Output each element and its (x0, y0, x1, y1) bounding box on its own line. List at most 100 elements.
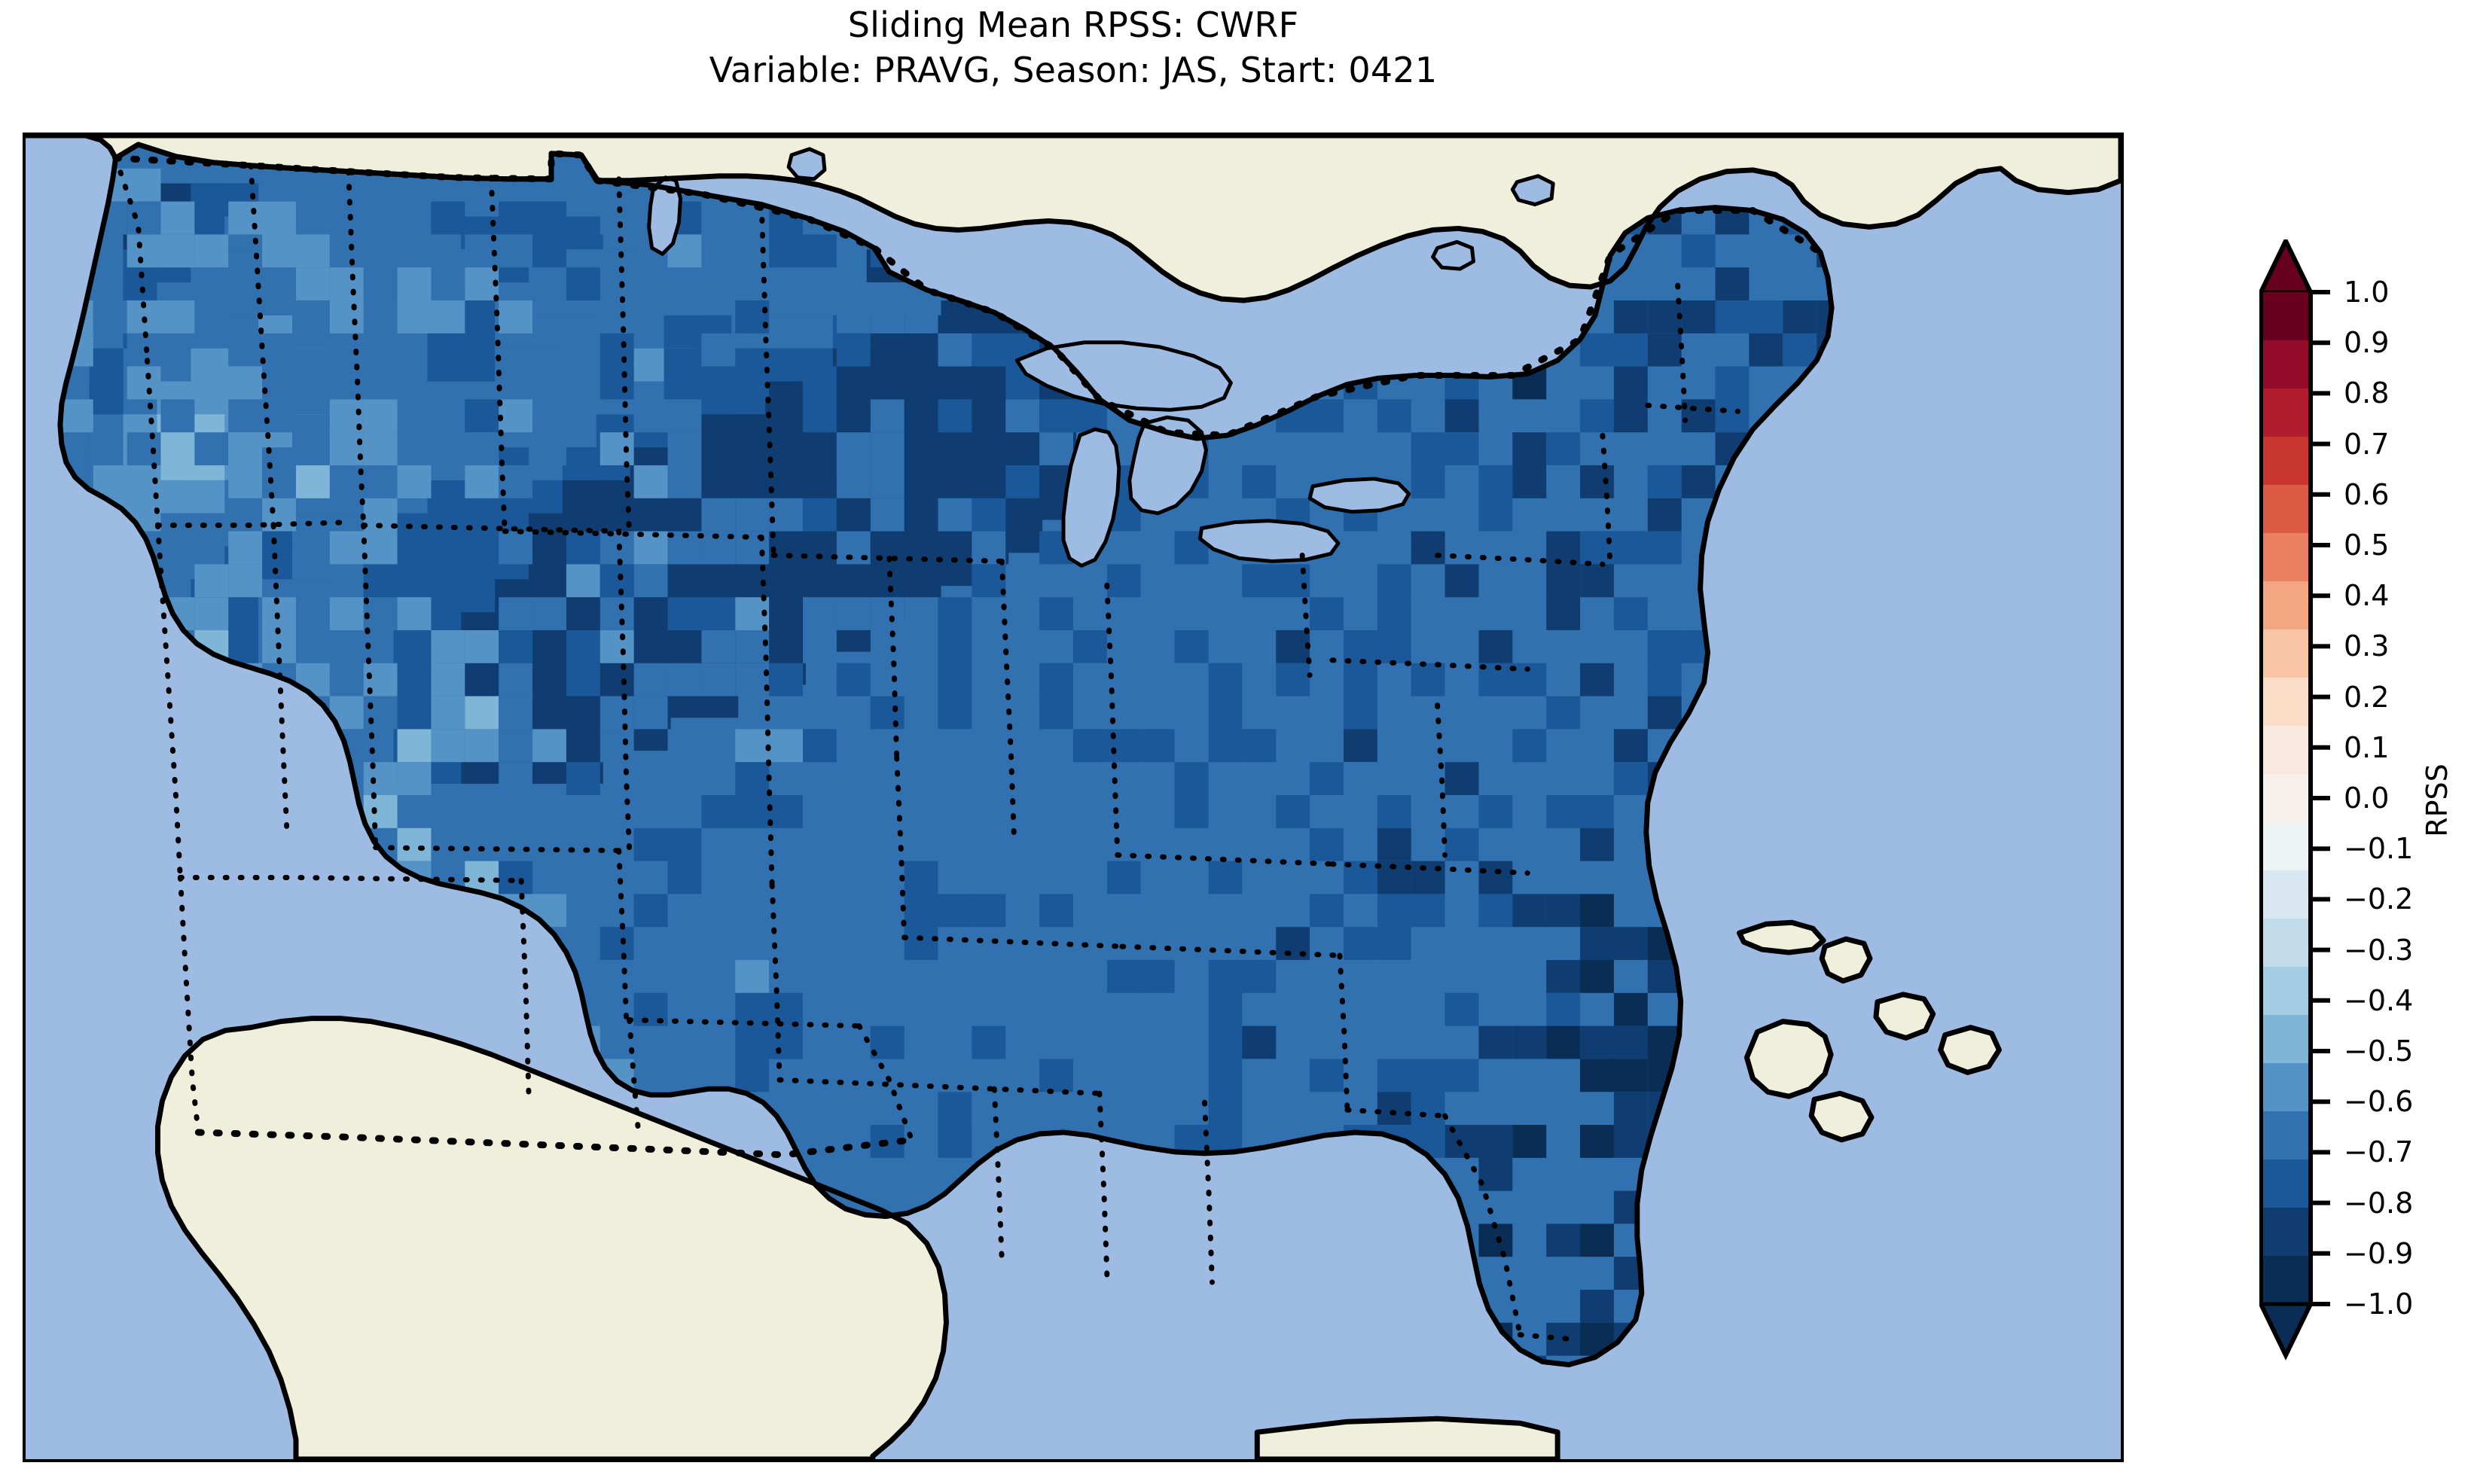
rpss-cell (803, 1059, 837, 1092)
rpss-cell (836, 927, 871, 961)
state-border (758, 535, 775, 888)
rpss-cell (532, 201, 566, 235)
rpss-cell (1411, 1092, 1445, 1126)
rpss-cell (194, 234, 229, 268)
rpss-cell (1478, 1223, 1513, 1257)
state-border (346, 169, 367, 529)
lake-shoreline (1061, 427, 1121, 568)
rpss-cell (1478, 498, 1513, 532)
rpss-cell (397, 234, 432, 268)
rpss-cell (1174, 663, 1209, 696)
lake-overlay (1432, 242, 1474, 270)
rpss-cell (1613, 366, 1648, 400)
rpss-cell (1613, 762, 1648, 796)
colorbar-tick-label: −0.1 (2344, 832, 2414, 866)
rpss-cell (1647, 663, 1682, 696)
rpss-cell (1613, 729, 1648, 763)
rpss-cell (1174, 630, 1209, 663)
rpss-cell (295, 267, 330, 301)
colorbar-tick-label: 0.0 (2344, 782, 2390, 815)
rpss-cell (1546, 597, 1581, 631)
rpss-cell (735, 366, 770, 400)
rpss-cell (228, 399, 263, 433)
state-border (1344, 1107, 1448, 1119)
rpss-cell (431, 663, 465, 696)
lake-overlay (1063, 429, 1119, 566)
rpss-cell (465, 729, 499, 763)
rpss-cell (735, 1059, 770, 1092)
rpss-cell (160, 234, 195, 268)
rpss-cell (1647, 498, 1682, 532)
rpss-cell (803, 366, 837, 400)
rpss-cell (1478, 861, 1513, 894)
rpss-cell (735, 729, 770, 763)
rpss-cell (1512, 399, 1547, 433)
rpss-cell (532, 861, 566, 894)
rpss-cell (1310, 762, 1344, 796)
rpss-cell (1005, 465, 1040, 498)
rpss-cell (836, 663, 871, 696)
rpss-cell (397, 267, 432, 301)
rpss-cell (803, 498, 837, 532)
state-border (1675, 282, 1688, 423)
title-line-2: Variable: PRAVG, Season: JAS, Start: 042… (709, 49, 1438, 90)
rpss-cell (667, 827, 702, 861)
colorbar-band (2261, 919, 2311, 967)
state-border (270, 523, 290, 836)
rpss-cell (1411, 465, 1445, 498)
rpss-cell (160, 399, 195, 433)
rpss-cell (1276, 795, 1310, 828)
rpss-cell (1343, 630, 1377, 663)
rpss-cell (938, 1125, 972, 1158)
map-plot-area (23, 133, 2124, 1462)
lake-overlay (1512, 175, 1554, 205)
state-border (616, 848, 630, 1023)
state-border (1645, 402, 1740, 414)
colorbar-band (2261, 340, 2311, 389)
rpss-cell (1208, 960, 1243, 993)
rpss-cell (904, 300, 938, 334)
rpss-cell (262, 366, 296, 400)
state-border (155, 520, 352, 529)
colorbar-tick-label: −0.5 (2344, 1035, 2414, 1068)
rpss-cell (1073, 729, 1107, 763)
rpss-cell (1106, 564, 1141, 598)
rpss-cell (431, 729, 465, 763)
rpss-cell (904, 630, 938, 663)
colorbar-band (2261, 774, 2311, 823)
rpss-cell (803, 927, 837, 961)
rpss-cell (532, 597, 566, 631)
rpss-cell (701, 630, 736, 663)
rpss-cell (1343, 762, 1377, 796)
colorbar-tick-label: 0.1 (2344, 730, 2390, 764)
state-border (1442, 1113, 1523, 1338)
rpss-cell (1242, 465, 1277, 498)
rpss-cell (532, 267, 566, 301)
rpss-cell (160, 300, 195, 334)
rpss-cell (1242, 960, 1277, 993)
rpss-cell (1073, 795, 1107, 828)
colorbar-extend-max (2259, 239, 2314, 294)
rpss-cell (803, 234, 837, 268)
rpss-cell (701, 795, 736, 828)
rpss-cell (1377, 1092, 1411, 1126)
rpss-cell (228, 564, 263, 598)
rpss-cell (701, 498, 736, 532)
colorbar-tick-label: 0.4 (2344, 579, 2390, 613)
coastline (1743, 1019, 1834, 1099)
rpss-cell (1580, 927, 1614, 961)
rpss-cell (938, 861, 972, 894)
rpss-cell (397, 827, 432, 861)
rpss-cell (1073, 630, 1107, 663)
rpss-cell (1039, 432, 1073, 466)
rpss-cell (938, 498, 972, 532)
rpss-cell (1580, 1223, 1614, 1257)
rpss-cell (769, 795, 804, 828)
rpss-cell (329, 531, 364, 565)
rpss-cell (194, 564, 229, 598)
rpss-cell (1478, 894, 1513, 928)
rpss-cell (769, 663, 804, 696)
rpss-cell (329, 300, 364, 334)
state-border (373, 845, 622, 854)
rpss-cell (972, 1092, 1006, 1126)
